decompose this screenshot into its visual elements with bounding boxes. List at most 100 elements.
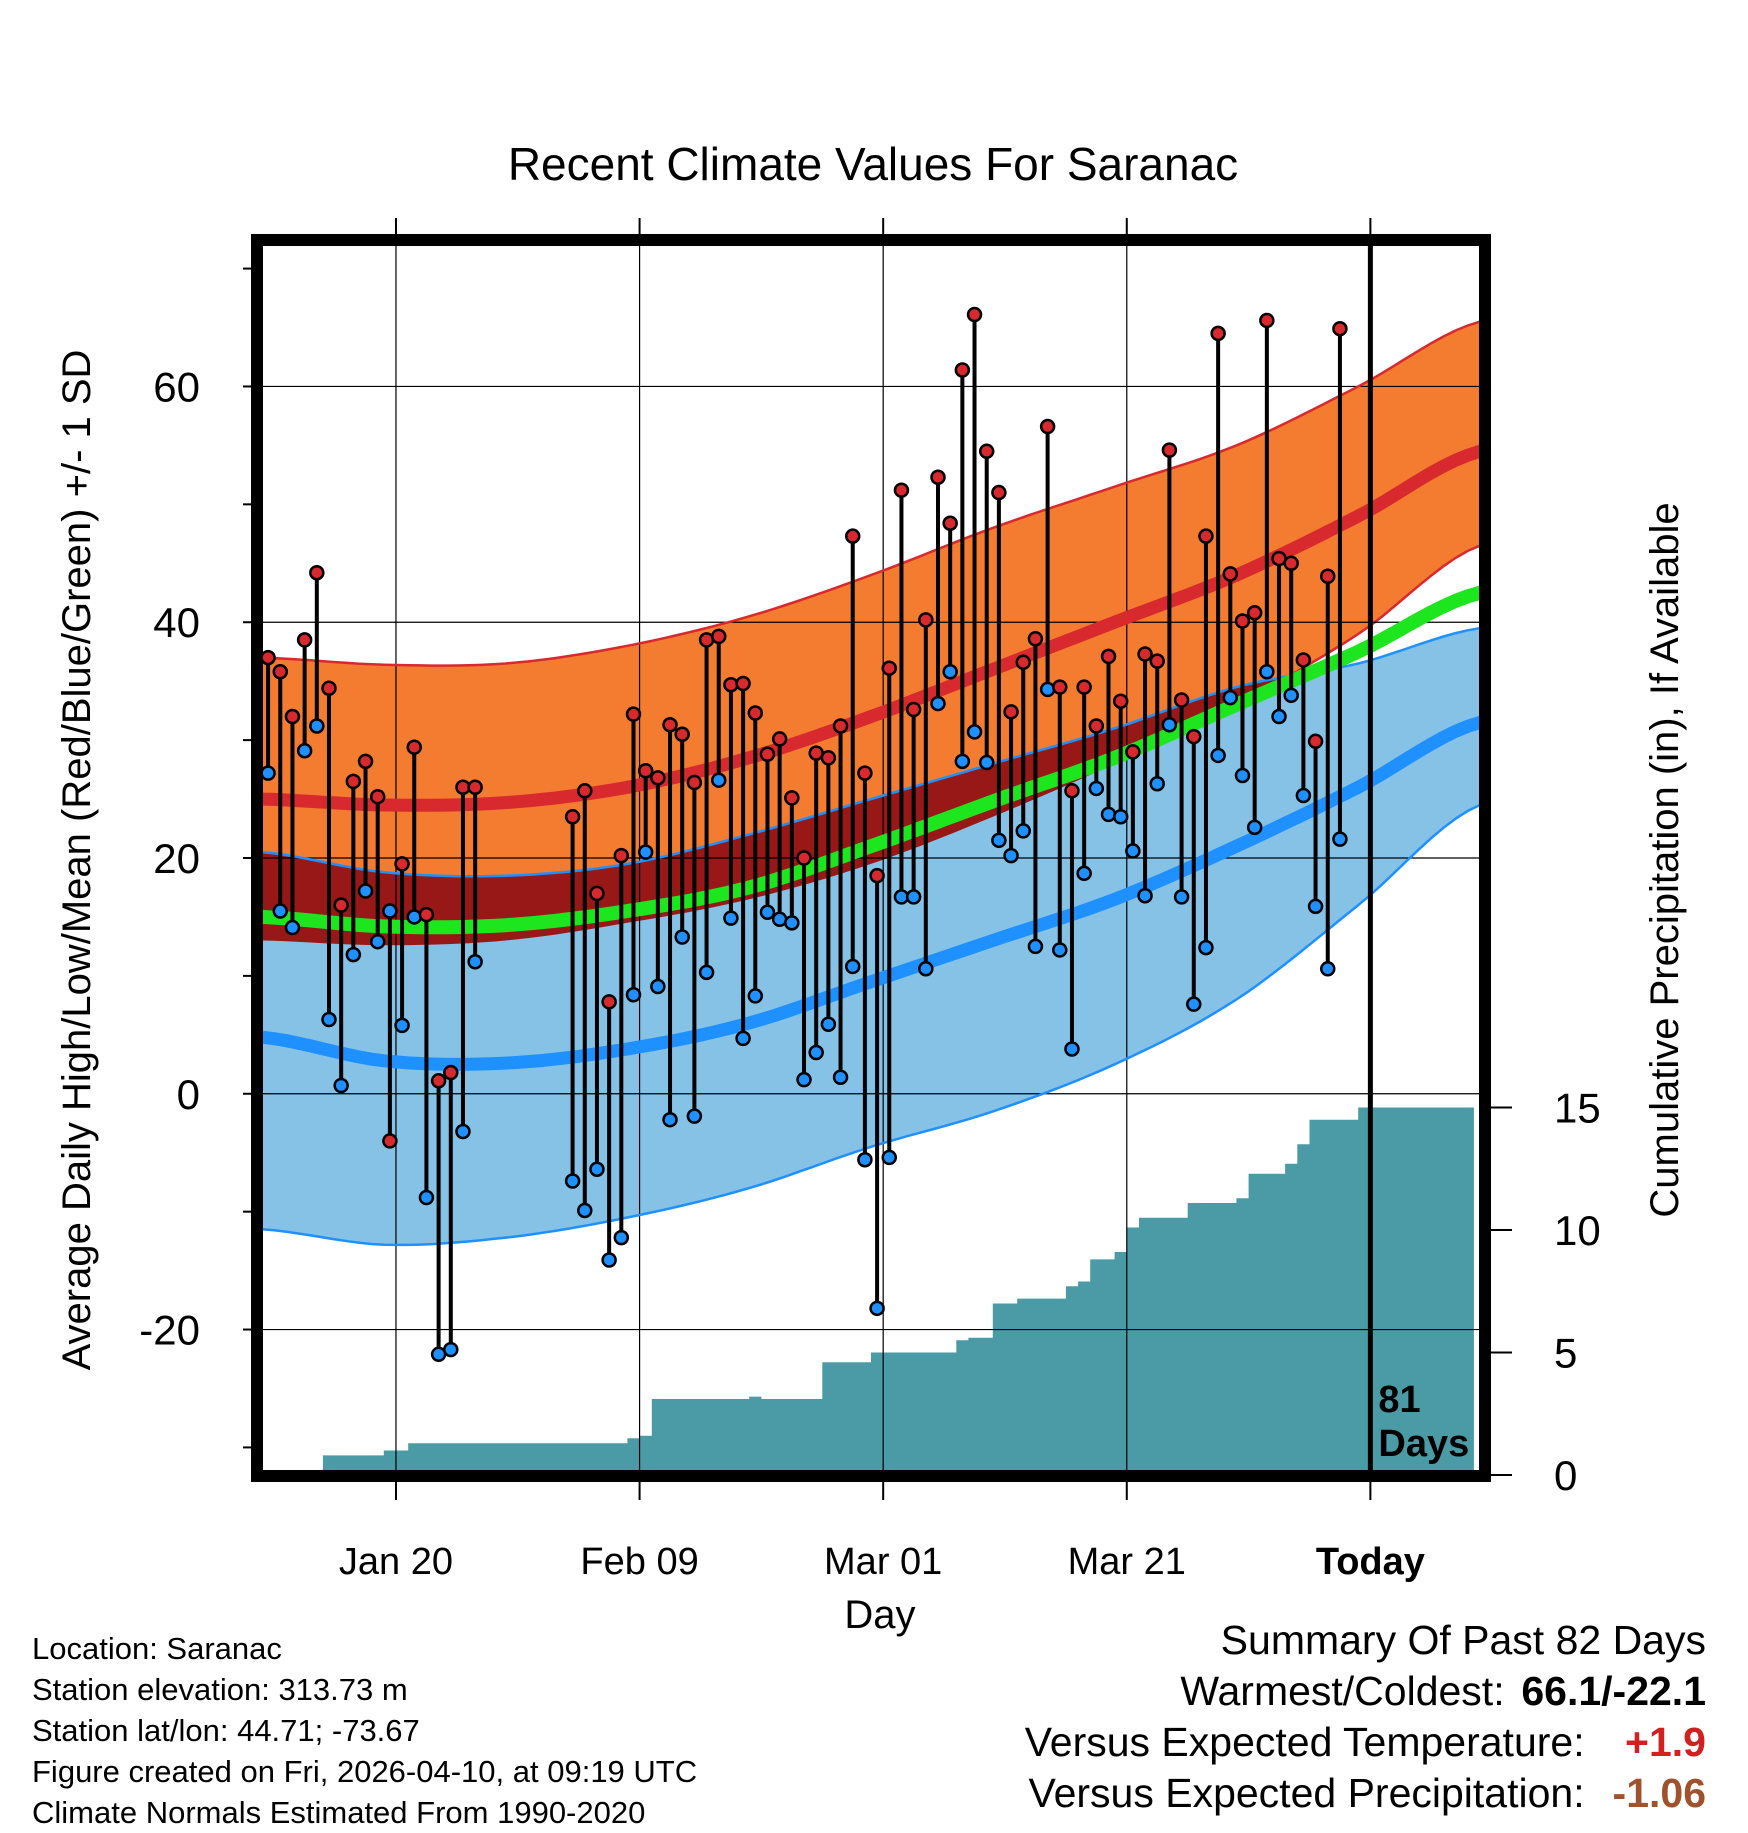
daily-high-point bbox=[881, 660, 898, 676]
daily-low-point bbox=[698, 964, 715, 981]
daily-low-point bbox=[942, 663, 958, 680]
daily-low-point bbox=[723, 910, 739, 926]
y-right-tick-label: 5 bbox=[1554, 1330, 1577, 1377]
daily-observations bbox=[262, 0, 1371, 1363]
daily-low-point bbox=[296, 742, 313, 759]
warmest-value: 66.1/-22.1 bbox=[1521, 1668, 1706, 1714]
daily-high-point bbox=[954, 362, 971, 378]
y-tick-label: 40 bbox=[153, 599, 200, 646]
daily-high-point bbox=[321, 680, 337, 696]
daily-high-point bbox=[1307, 733, 1324, 750]
daily-high-point bbox=[1198, 528, 1214, 544]
daily-high-point bbox=[564, 808, 581, 825]
y-axis-label-left: Average Daily High/Low/Mean (Red/Blue/Gr… bbox=[55, 350, 99, 1371]
daily-high-point bbox=[711, 628, 727, 645]
daily-high-point bbox=[759, 746, 776, 763]
daily-high-point bbox=[1088, 718, 1105, 734]
daily-high-point bbox=[1137, 646, 1153, 662]
daily-low-point bbox=[394, 1017, 410, 1034]
days-count: 81 bbox=[1378, 1379, 1420, 1421]
y-right-tick-label: 0 bbox=[1554, 1452, 1577, 1499]
x-tick-label: Mar 01 bbox=[824, 1541, 942, 1583]
axes: -20 0 20 40 60 Jan 20 Feb 09 Mar 01 Mar 21 Today 0… bbox=[139, 218, 1601, 1583]
normal-mean-line bbox=[262, 585, 1480, 935]
daily-low-point bbox=[1332, 831, 1348, 847]
daily-low-point bbox=[930, 695, 946, 712]
daily-high-point bbox=[1210, 325, 1226, 342]
daily-high-point bbox=[796, 850, 812, 866]
daily-high-point bbox=[650, 770, 666, 786]
daily-low-point bbox=[784, 915, 800, 931]
daily-high-point bbox=[1320, 568, 1336, 585]
daily-high-point bbox=[262, 649, 276, 666]
daily-high-point bbox=[345, 773, 362, 790]
daily-low-point bbox=[1027, 938, 1044, 955]
x-tick-label: Today bbox=[1316, 1541, 1425, 1583]
y-right-tick-label: 15 bbox=[1554, 1085, 1601, 1132]
daily-low-point bbox=[796, 1071, 812, 1088]
high-sd-band bbox=[262, 321, 1480, 946]
created-text: Figure created on Fri, 2026-04-10, at 09… bbox=[32, 1754, 698, 1789]
daily-low-point bbox=[954, 753, 971, 770]
y-right-tick-label: 10 bbox=[1554, 1207, 1601, 1254]
daily-low-point bbox=[674, 929, 690, 945]
daily-low-point bbox=[1246, 819, 1263, 836]
normals-text: Climate Normals Estimated From 1990-2020 bbox=[32, 1795, 646, 1830]
daily-low-point bbox=[577, 1202, 593, 1219]
daily-high-point bbox=[1015, 654, 1031, 671]
daily-high-point bbox=[978, 443, 995, 460]
summary-heading: Summary Of Past 82 Days bbox=[1220, 1617, 1706, 1663]
daily-high-point bbox=[893, 482, 910, 498]
daily-low-point bbox=[625, 986, 642, 1003]
normal-low-line bbox=[262, 715, 1480, 1071]
daily-low-point bbox=[1283, 687, 1299, 704]
daily-low-point bbox=[284, 919, 301, 936]
daily-low-point bbox=[1307, 898, 1324, 915]
daily-low-point bbox=[1052, 942, 1068, 958]
daily-low-point bbox=[1137, 887, 1153, 904]
daily-low-point bbox=[881, 1149, 898, 1166]
daily-low-point bbox=[613, 1229, 630, 1246]
daily-high-point bbox=[1125, 744, 1141, 760]
daily-high-point bbox=[430, 1073, 447, 1089]
daily-high-point bbox=[369, 788, 386, 805]
daily-high-point bbox=[905, 701, 922, 718]
daily-high-point bbox=[1161, 442, 1178, 458]
x-tick-label: Feb 09 bbox=[580, 1541, 698, 1583]
summary-panel: Summary Of Past 82 Days Warmest/Coldest:… bbox=[1025, 1615, 1706, 1819]
daily-high-point bbox=[284, 708, 301, 725]
y-tick-label: -20 bbox=[139, 1307, 200, 1354]
daily-low-point bbox=[1358, 0, 1371, 7]
daily-high-point bbox=[1246, 605, 1263, 621]
daily-high-point bbox=[1027, 630, 1044, 647]
latlon-text: Station lat/lon: 44.71; -73.67 bbox=[32, 1713, 420, 1748]
daily-low-point bbox=[1198, 939, 1214, 956]
daily-high-point bbox=[869, 867, 885, 884]
high-upper-edge bbox=[262, 320, 1480, 667]
daily-high-point bbox=[333, 897, 349, 913]
daily-low-point bbox=[820, 1016, 837, 1032]
daily-low-point bbox=[1346, 0, 1359, 7]
daily-low-point bbox=[1064, 1041, 1080, 1057]
daily-high-point bbox=[1186, 728, 1202, 745]
daily-high-point bbox=[382, 1133, 398, 1149]
daily-high-point bbox=[625, 706, 642, 722]
daily-low-point bbox=[418, 1189, 435, 1206]
normal-high-line bbox=[262, 444, 1480, 812]
daily-high-point bbox=[1064, 783, 1080, 799]
low-lower-edge bbox=[262, 803, 1480, 1247]
x-tick-label: Mar 21 bbox=[1068, 1541, 1186, 1583]
daily-low-point bbox=[262, 765, 276, 781]
daily-high-point bbox=[1112, 693, 1129, 709]
daily-low-point bbox=[1186, 996, 1202, 1012]
daily-low-point bbox=[637, 844, 654, 860]
daily-low-point bbox=[869, 1300, 885, 1317]
daily-low-point bbox=[1015, 823, 1031, 839]
daily-low-point bbox=[711, 772, 727, 788]
daily-low-point bbox=[808, 1044, 824, 1061]
station-info: Location: Saranac Station elevation: 313… bbox=[32, 1628, 697, 1833]
daily-low-point bbox=[1149, 775, 1165, 792]
daily-low-point bbox=[1271, 708, 1287, 725]
daily-high-point bbox=[1346, 0, 1359, 7]
daily-low-point bbox=[1259, 663, 1275, 680]
